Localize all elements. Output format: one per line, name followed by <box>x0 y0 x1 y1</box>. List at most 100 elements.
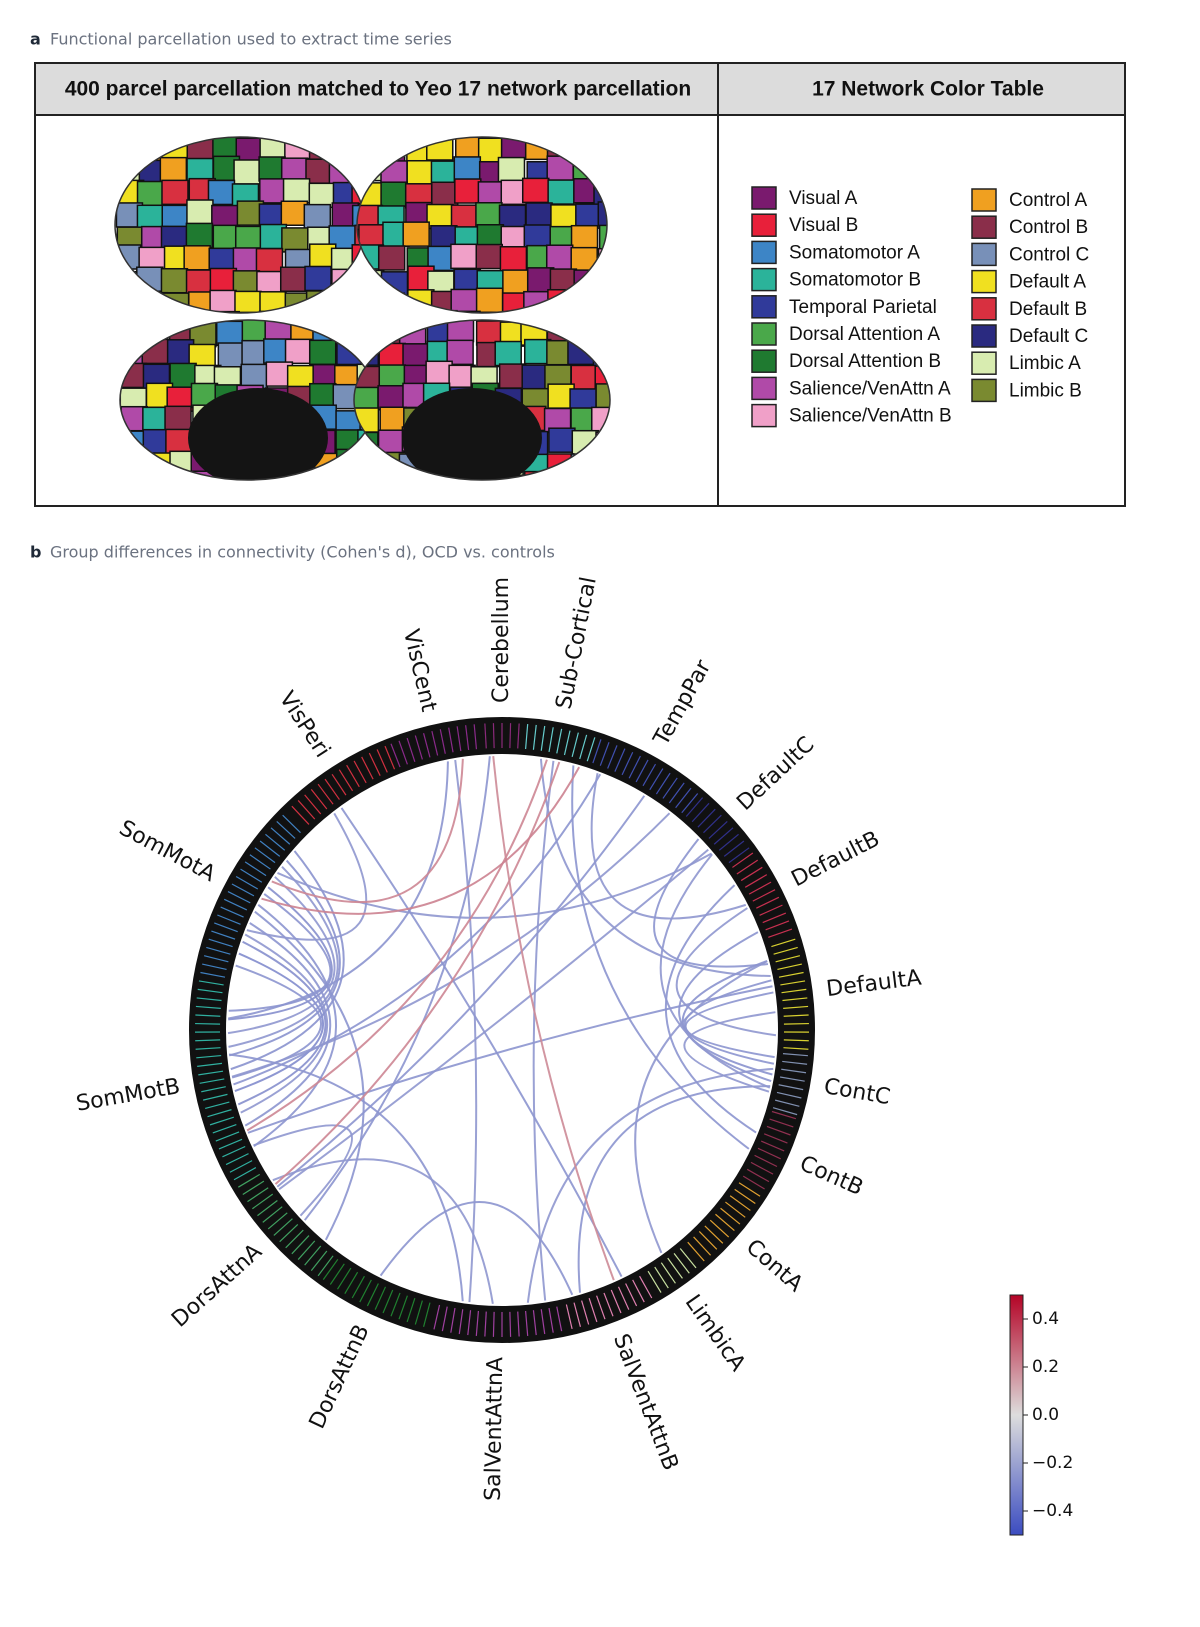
parcel-tick <box>635 759 649 783</box>
brain-parcel <box>446 339 474 366</box>
brain-parcel <box>595 472 610 480</box>
parcel-tick <box>338 769 354 792</box>
brain-parcel <box>377 474 406 480</box>
parcel-tick <box>563 730 571 756</box>
brain-parcel <box>330 138 359 165</box>
brain-parcel <box>279 266 308 293</box>
connection <box>303 756 491 1221</box>
parcel-tick <box>732 852 754 868</box>
parcel-tick <box>708 820 728 839</box>
brain-parcel <box>595 320 610 347</box>
brain-parcel <box>120 451 149 478</box>
brain-parcel <box>454 178 482 204</box>
connection <box>228 886 333 1021</box>
brain-parcel <box>115 287 142 313</box>
parcel-tick <box>242 1180 265 1196</box>
parcel-tick <box>596 1295 606 1320</box>
brain-parcel <box>362 320 376 345</box>
connection <box>271 758 464 904</box>
parcel-tick <box>346 764 360 788</box>
brain-parcel <box>145 452 173 478</box>
parcel-tick <box>382 1289 394 1314</box>
parcel-tick <box>571 732 579 758</box>
parcel-tick <box>762 912 787 924</box>
brain-parcel <box>547 499 573 523</box>
brain-parcel <box>159 156 188 183</box>
brain-parcel <box>378 135 404 159</box>
parcel-tick <box>200 971 226 978</box>
parcel-tick <box>778 1084 804 1091</box>
parcel-tick <box>351 1275 365 1299</box>
connection <box>492 756 615 1281</box>
brain-parcel <box>284 338 313 365</box>
connection <box>278 848 709 1191</box>
parcel-tick <box>208 938 233 948</box>
brain-parcel <box>377 384 405 411</box>
parcel-tick <box>603 1292 614 1317</box>
parcel-tick <box>257 1200 278 1217</box>
brain-parcel <box>597 201 607 227</box>
parcel-tick <box>579 734 588 760</box>
brain-parcel <box>431 181 459 208</box>
parcel-tick <box>198 1070 224 1076</box>
connection <box>228 1053 464 1302</box>
parcel-tick <box>456 726 462 752</box>
parcel-tick <box>475 1310 480 1336</box>
brain-parcel <box>594 312 607 313</box>
brain-parcel <box>546 155 574 181</box>
parcel-tick <box>433 1304 441 1330</box>
parcel-tick <box>297 1240 316 1260</box>
connection <box>244 922 332 1127</box>
connection <box>228 761 449 1020</box>
parcel-tick <box>324 778 340 800</box>
parcel-tick <box>310 789 328 810</box>
network-label: DefaultA <box>825 966 923 1002</box>
connection <box>340 807 623 1278</box>
parcel-tick <box>773 946 798 955</box>
brain <box>354 318 643 523</box>
brain-parcel <box>136 180 165 207</box>
brain-parcel <box>355 473 383 480</box>
parcel-tick <box>220 906 244 918</box>
parcel-tick <box>247 1187 269 1203</box>
parcel-tick <box>687 1241 705 1262</box>
parcel-tick <box>198 980 224 986</box>
parcel-tick <box>344 1271 359 1295</box>
connection <box>590 773 747 920</box>
parcel-tick <box>772 1107 798 1116</box>
parcel-tick <box>766 1125 791 1136</box>
brain-parcel <box>617 318 643 342</box>
parcel-tick <box>465 725 470 751</box>
parcel-tick <box>783 1039 809 1042</box>
brain-parcel <box>186 199 214 225</box>
brain-parcel <box>170 471 198 480</box>
brain-parcel <box>425 497 451 521</box>
parcel-tick <box>473 724 478 750</box>
brain-parcel <box>115 138 139 165</box>
brain-parcel <box>308 339 337 366</box>
brain-parcel <box>305 158 333 184</box>
parcel-tick <box>614 748 626 772</box>
legend-swatch <box>751 403 777 428</box>
parcel-tick <box>524 724 529 750</box>
legend-label: Visual A <box>789 188 858 209</box>
parcel-tick <box>783 1005 809 1009</box>
connection <box>277 852 713 919</box>
parcel-tick <box>212 1124 237 1134</box>
parcel-tick <box>227 891 251 904</box>
brain-outline <box>353 319 611 481</box>
parcel-tick <box>353 760 367 784</box>
legend-swatch <box>971 242 997 267</box>
parcel-tick <box>235 875 259 890</box>
brain-parcel <box>402 343 430 369</box>
brain-parcel <box>335 475 364 480</box>
parcel-tick <box>581 1300 590 1325</box>
brain-parcel <box>502 269 530 295</box>
parcel-tick <box>448 727 454 753</box>
parcel-tick <box>366 1283 379 1307</box>
parcel-tick <box>197 988 223 994</box>
brain-parcel <box>280 200 309 227</box>
brain-parcel <box>525 202 553 228</box>
legend-swatch <box>751 213 777 237</box>
network-label: SalVentAttnB <box>608 1331 683 1474</box>
